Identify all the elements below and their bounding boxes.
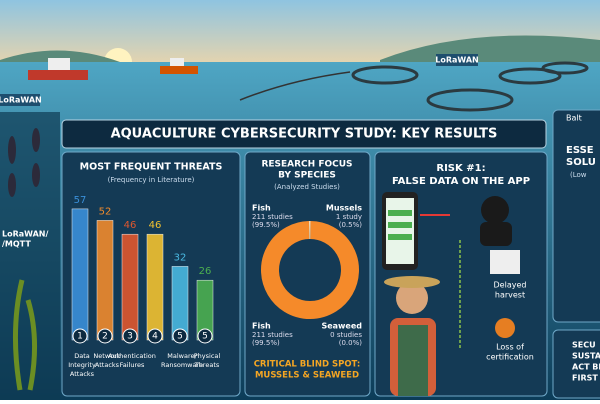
heading: RISK #1:: [436, 163, 485, 174]
outcome: certification: [486, 353, 534, 362]
bar-value: 46: [149, 220, 162, 231]
subheading: (Frequency in Literature): [108, 176, 195, 184]
bar: [72, 209, 88, 340]
bar-value: 46: [124, 220, 137, 231]
species-detail: 211 studies: [252, 213, 293, 221]
species-name: Mussels: [326, 204, 362, 213]
species-name: Seaweed: [321, 322, 362, 331]
bar: [122, 234, 138, 340]
species-detail: 1 study: [336, 213, 362, 221]
cut-text: FIRST: [572, 374, 598, 383]
outcome: Delayed: [494, 281, 527, 290]
species-detail: 0 studies: [330, 331, 362, 339]
species-name: Fish: [252, 204, 271, 213]
bar-value: 32: [174, 252, 187, 263]
scene-label: LoRaWAN: [435, 56, 479, 65]
scene-label: /MQTT: [2, 240, 31, 249]
bar: [147, 234, 163, 340]
bar-label: Threats: [194, 361, 220, 369]
cut-text: (Low: [570, 171, 587, 179]
species-detail: (0.5%): [339, 221, 363, 229]
rank: 5: [202, 332, 208, 342]
species-name: Fish: [252, 322, 271, 331]
cut-text: ACT BEF: [572, 363, 600, 372]
species-detail: (99.5%): [252, 221, 280, 229]
bar-label: Physical: [194, 352, 221, 360]
rank: 4: [152, 332, 158, 342]
callout: CRITICAL BLIND SPOT:: [254, 360, 361, 370]
species-detail: 211 studies: [252, 331, 293, 339]
heading: RESEARCH FOCUS: [261, 160, 352, 170]
species-detail: (0.0%): [339, 339, 363, 347]
bar-value: 57: [74, 195, 87, 206]
species-detail: (99.5%): [252, 339, 280, 347]
bar-value: 52: [99, 206, 112, 217]
outcome: Loss of: [496, 343, 524, 352]
rank: 5: [177, 332, 183, 342]
callout: MUSSELS & SEAWEED: [255, 371, 359, 381]
scene-label: LoRaWAN/: [2, 230, 49, 239]
cut-text: SECU: [572, 341, 596, 350]
subheading: (Analyzed Studies): [274, 183, 340, 191]
rank: 1: [77, 332, 83, 342]
cut-text: Balt: [566, 114, 582, 123]
panel: [553, 110, 600, 322]
outcome: harvest: [495, 291, 525, 300]
bar-label: Attacks: [70, 370, 95, 378]
cut-heading: SOLU: [566, 157, 596, 168]
scene-label: LoRaWAN: [0, 96, 42, 105]
bar-label: Failures: [120, 361, 145, 369]
bar-label: Authentication: [108, 352, 156, 360]
rank: 3: [127, 332, 133, 342]
bar-value: 26: [199, 266, 212, 277]
bar-label: Attacks: [95, 361, 120, 369]
bar-label: Data: [74, 352, 90, 360]
bar: [97, 220, 113, 340]
heading: FALSE DATA ON THE APP: [392, 176, 530, 187]
rank: 2: [102, 332, 108, 342]
heading: MOST FREQUENT THREATS: [80, 162, 223, 173]
cut-text: SUSTAIN: [572, 352, 600, 361]
bar-label: Integrity: [68, 361, 96, 369]
heading: BY SPECIES: [278, 171, 336, 181]
title: AQUACULTURE CYBERSECURITY STUDY: KEY RES…: [111, 127, 498, 142]
cut-heading: ESSE: [566, 145, 594, 156]
